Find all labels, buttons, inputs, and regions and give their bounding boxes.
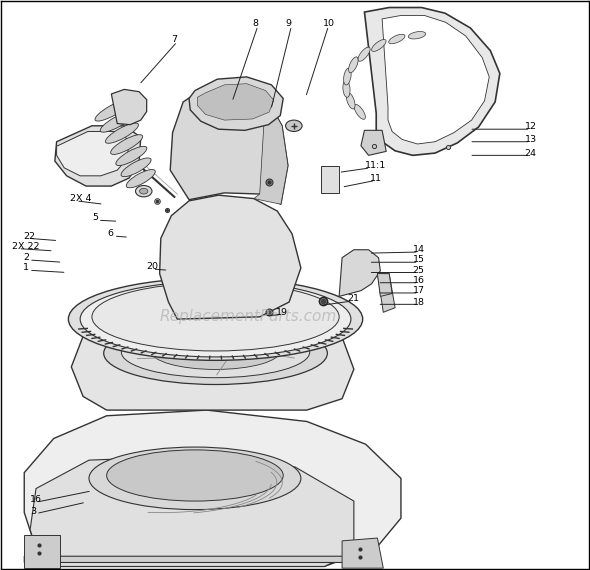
Text: 16: 16 bbox=[30, 495, 42, 504]
Text: 5: 5 bbox=[92, 213, 98, 222]
Text: 25: 25 bbox=[413, 266, 425, 275]
Ellipse shape bbox=[389, 34, 405, 44]
Ellipse shape bbox=[121, 158, 151, 177]
Ellipse shape bbox=[89, 447, 301, 510]
Text: 15: 15 bbox=[413, 255, 425, 264]
Text: 21: 21 bbox=[347, 294, 359, 303]
Text: 20: 20 bbox=[147, 262, 159, 271]
Text: 10: 10 bbox=[323, 19, 335, 28]
Text: 12: 12 bbox=[525, 123, 536, 132]
Ellipse shape bbox=[372, 39, 386, 51]
Text: 6: 6 bbox=[108, 229, 114, 238]
Ellipse shape bbox=[343, 68, 351, 85]
Text: 11: 11 bbox=[370, 174, 382, 182]
Text: 14: 14 bbox=[413, 245, 425, 254]
Ellipse shape bbox=[349, 57, 358, 73]
Text: 2X 22: 2X 22 bbox=[12, 242, 40, 251]
Ellipse shape bbox=[116, 146, 147, 165]
Ellipse shape bbox=[346, 93, 355, 109]
Polygon shape bbox=[71, 312, 354, 410]
Ellipse shape bbox=[358, 47, 370, 62]
Ellipse shape bbox=[286, 120, 302, 132]
Text: 1: 1 bbox=[23, 263, 29, 272]
Text: 11:1: 11:1 bbox=[365, 161, 386, 170]
Text: 22: 22 bbox=[23, 231, 35, 241]
Ellipse shape bbox=[95, 100, 130, 121]
Ellipse shape bbox=[68, 278, 363, 360]
Text: 9: 9 bbox=[286, 19, 291, 28]
Ellipse shape bbox=[100, 111, 135, 132]
Ellipse shape bbox=[140, 188, 148, 194]
Polygon shape bbox=[24, 556, 366, 563]
Polygon shape bbox=[55, 126, 141, 186]
Polygon shape bbox=[339, 250, 381, 296]
Text: 7: 7 bbox=[171, 35, 178, 44]
Polygon shape bbox=[24, 535, 60, 568]
Text: 19: 19 bbox=[276, 308, 288, 317]
Text: 18: 18 bbox=[413, 298, 425, 307]
Polygon shape bbox=[254, 96, 288, 204]
Ellipse shape bbox=[104, 322, 327, 385]
Polygon shape bbox=[170, 85, 288, 204]
Text: 3: 3 bbox=[30, 507, 36, 516]
Polygon shape bbox=[189, 77, 283, 131]
Ellipse shape bbox=[343, 80, 350, 97]
Ellipse shape bbox=[151, 332, 280, 369]
Polygon shape bbox=[365, 7, 500, 156]
Ellipse shape bbox=[354, 104, 365, 119]
Ellipse shape bbox=[92, 283, 339, 351]
Text: ReplacementParts.com: ReplacementParts.com bbox=[159, 309, 336, 324]
Polygon shape bbox=[30, 455, 354, 567]
Ellipse shape bbox=[107, 450, 283, 501]
Polygon shape bbox=[342, 538, 384, 568]
Ellipse shape bbox=[122, 327, 310, 378]
Polygon shape bbox=[382, 15, 489, 144]
Polygon shape bbox=[322, 166, 339, 193]
Ellipse shape bbox=[106, 123, 139, 143]
Text: 2: 2 bbox=[23, 253, 29, 262]
Ellipse shape bbox=[126, 169, 155, 188]
Polygon shape bbox=[378, 274, 392, 296]
Text: 8: 8 bbox=[252, 19, 258, 28]
Polygon shape bbox=[24, 410, 401, 567]
Polygon shape bbox=[112, 89, 147, 125]
Polygon shape bbox=[361, 131, 386, 156]
Polygon shape bbox=[378, 274, 395, 312]
Text: 16: 16 bbox=[413, 276, 425, 285]
Polygon shape bbox=[160, 195, 301, 319]
Text: 13: 13 bbox=[525, 135, 537, 144]
Ellipse shape bbox=[80, 282, 351, 357]
Ellipse shape bbox=[408, 31, 426, 39]
Text: 17: 17 bbox=[413, 286, 425, 295]
Ellipse shape bbox=[136, 185, 152, 197]
Polygon shape bbox=[57, 132, 129, 176]
Text: 2X 4: 2X 4 bbox=[70, 194, 91, 203]
Ellipse shape bbox=[111, 135, 143, 154]
Polygon shape bbox=[197, 84, 274, 120]
Text: 24: 24 bbox=[525, 149, 536, 157]
